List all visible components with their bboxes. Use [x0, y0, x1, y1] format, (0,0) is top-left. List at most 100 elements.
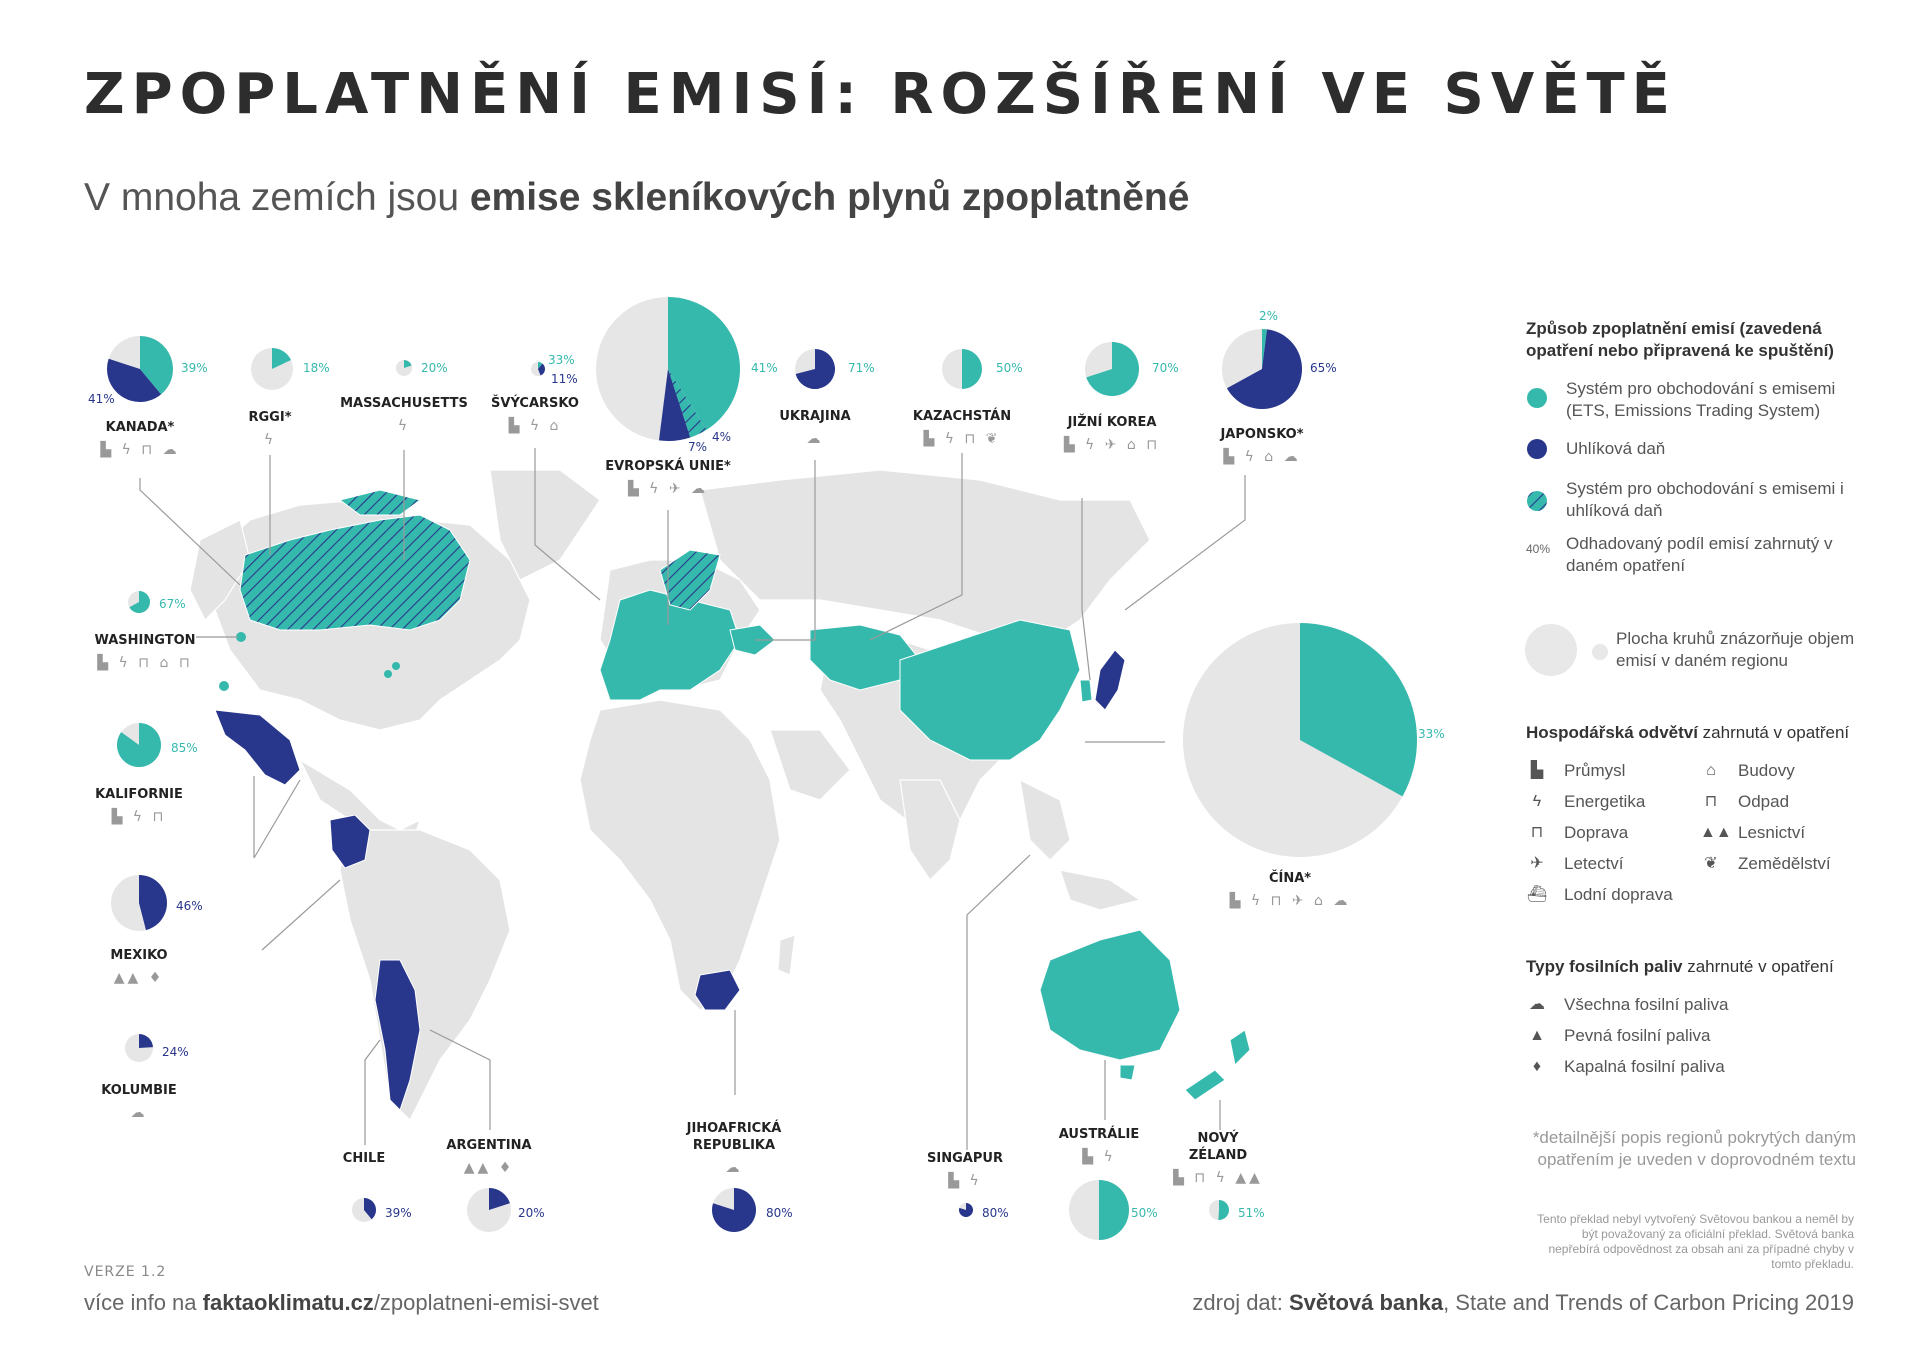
pie-9-ets	[129, 591, 151, 614]
legend-sector-doprava: ⊓ Doprava	[1526, 822, 1629, 844]
legend-fuel-liquid: ♦ Kapalná fosilní paliva	[1526, 1056, 1725, 1078]
legend-ets: Systém pro obchodování s emisemi (ETS, E…	[1566, 379, 1836, 420]
region-label-jar: JIHOAFRICKÁ REPUBLIKA	[686, 1121, 782, 1153]
pct-japonsko-ets: 2%	[1259, 309, 1279, 323]
pie-13-tax	[364, 1198, 376, 1220]
region-label-svycarsko: ŠVÝCARSKO	[491, 396, 579, 411]
pct-kanada-ets: 39%	[181, 361, 208, 375]
legend-fuels-title: Typy fosilních paliv zahrnuté v opatření	[1526, 957, 1834, 976]
region-icons-japonsko: ▙ ϟ ⌂ ☁	[1223, 449, 1301, 465]
pie-19-ets	[1300, 623, 1418, 797]
region-label-eu: EVROPSKÁ UNIE*	[605, 459, 731, 474]
legend-sector-letectvi: ✈ Letectví	[1526, 853, 1623, 875]
legend-fuel-all: ☁ Všechna fosilní paliva	[1526, 994, 1728, 1016]
pie-charts	[106, 297, 1418, 1240]
pie-4-ets	[668, 297, 740, 430]
region-icons-kolumbie: ☁	[130, 1105, 148, 1121]
legend-swatches	[1525, 388, 1608, 676]
pct-massachusetts: 20%	[421, 361, 448, 375]
cloud-icon: ☁	[1529, 996, 1545, 1013]
leader-lines	[139, 448, 1246, 1150]
region-icons-kazachstan: ▙ ϟ ⊓ ❦	[923, 431, 1001, 447]
footnote: *detailnější popis regionů pokrytých dan…	[1532, 1128, 1856, 1169]
pie-1-ets	[272, 348, 292, 369]
region-icons-singapur: ▙ ϟ	[948, 1173, 982, 1189]
building-icon: ⌂	[1706, 762, 1716, 779]
pct-japonsko-tax: 65%	[1310, 361, 1337, 375]
pie-12-tax	[139, 1034, 153, 1048]
forest-icon: ▲▲	[1700, 824, 1732, 841]
region-icons-mexiko: ▲▲ ♦	[113, 970, 165, 986]
pie-3-tax	[538, 363, 545, 376]
pct-svycarsko-2: 11%	[551, 372, 578, 386]
pct-washington: 67%	[159, 597, 186, 611]
legend-sector-energetika: ϟ Energetika	[1526, 791, 1646, 813]
region-icons-kanada: ▙ ϟ ⊓ ☁	[100, 442, 180, 458]
disclaimer: Tento překlad nebyl vytvořený Světovou b…	[1537, 1212, 1854, 1271]
factory-icon: ▙	[1530, 762, 1544, 779]
pct-cina: 33%	[1418, 727, 1445, 741]
pct-chile: 39%	[385, 1206, 412, 1220]
pct-jar: 80%	[766, 1206, 793, 1220]
ship-icon: ⛴	[1526, 886, 1548, 903]
ets-regions	[599, 589, 1251, 1101]
pie-8-ets	[1262, 329, 1268, 369]
pct-kazachstan: 50%	[996, 361, 1023, 375]
pie-16-tax	[959, 1203, 974, 1217]
legend-sector-prumysl: ▙ Průmysl	[1526, 760, 1626, 782]
region-label-washington: WASHINGTON	[94, 633, 196, 648]
pct-rggi: 18%	[303, 361, 330, 375]
bus-icon: ⊓	[1530, 824, 1544, 841]
region-icons-australie: ▙ ϟ	[1082, 1149, 1116, 1165]
leaf-icon: ❦	[1704, 855, 1718, 872]
pie-8-tax	[1226, 329, 1302, 410]
region-icons-kalifornie: ▙ ϟ ⊓	[111, 809, 167, 825]
page-title: ZPOPLATNĚNÍ EMISÍ: ROZŠÍŘENÍ VE SVĚTĚ	[84, 62, 1677, 127]
drop-icon: ♦	[1532, 1058, 1542, 1075]
pie-18-ets	[1218, 1200, 1230, 1221]
region-label-massachusetts: MASSACHUSETTS	[340, 396, 468, 411]
legend-sector-lesnictvi: ▲▲ Lesnictví	[1700, 823, 1806, 842]
legend-sector-lodni: ⛴ Lodní doprava	[1526, 885, 1673, 904]
region-icons-novy-zeland: ▙ ⊓ ϟ ▲▲	[1173, 1170, 1263, 1186]
legend-sector-odpad: ⊓ Odpad	[1700, 791, 1789, 813]
legend-sectors-title: Hospodářská odvětví zahrnutá v opatření	[1526, 723, 1850, 742]
legend-sector-zemedelstvi: ❦ Zemědělství	[1700, 853, 1830, 875]
pct-eu-tax: 7%	[688, 440, 708, 454]
location-dots	[219, 632, 400, 691]
page-subtitle: V mnoha zemích jsou emise skleníkových p…	[84, 176, 1190, 219]
pie-11-tax	[139, 875, 167, 931]
pct-argentina: 20%	[518, 1206, 545, 1220]
region-label-chile: CHILE	[342, 1151, 386, 1166]
more-info-link[interactable]: faktaoklimatu.cz	[202, 1290, 374, 1315]
more-info: více info na faktaoklimatu.cz/zpoplatnen…	[84, 1290, 599, 1315]
region-label-mexiko: MEXIKO	[110, 948, 168, 963]
pie-4-tax	[658, 369, 691, 441]
pct-kalifornie: 85%	[171, 741, 198, 755]
region-icons-ukrajina: ☁	[806, 431, 824, 447]
legend-area: Plocha kruhů znázorňuje objem emisí v da…	[1616, 629, 1855, 670]
legend-both: Systém pro obchodování s emisemi i uhlík…	[1566, 479, 1844, 520]
pct-eu-ets: 41%	[751, 361, 778, 375]
pct-australie: 50%	[1131, 1206, 1158, 1220]
legend-fuel-solid: ▲ Pevná fosilní paliva	[1526, 1025, 1710, 1047]
region-label-singapur: SINGAPUR	[927, 1151, 1003, 1166]
pct-ukrajina: 71%	[848, 361, 875, 375]
pct-kanada-tax: 41%	[88, 392, 115, 406]
legend-tax: Uhlíková daň	[1566, 439, 1666, 458]
region-label-novy-zeland: NOVÝ ZÉLAND	[1188, 1131, 1248, 1163]
pie-15-tax	[712, 1187, 756, 1232]
pie-0-tax	[106, 358, 162, 403]
region-label-kanada: KANADA*	[105, 420, 175, 435]
region-label-rggi: RGGI*	[248, 410, 292, 425]
region-icons-jizni-korea: ▙ ϟ ✈ ⌂ ⊓	[1063, 437, 1161, 453]
pie-2-ets	[404, 360, 412, 368]
region-icons-svycarsko: ▙ ϟ ⌂	[508, 418, 562, 434]
pct-kolumbie: 24%	[162, 1045, 189, 1059]
pct-mexiko: 46%	[176, 899, 203, 913]
pie-5-tax	[795, 349, 835, 390]
plane-icon: ✈	[1530, 855, 1544, 872]
waste-icon: ⊓	[1704, 793, 1718, 810]
region-label-japonsko: JAPONSKO*	[1220, 427, 1304, 442]
